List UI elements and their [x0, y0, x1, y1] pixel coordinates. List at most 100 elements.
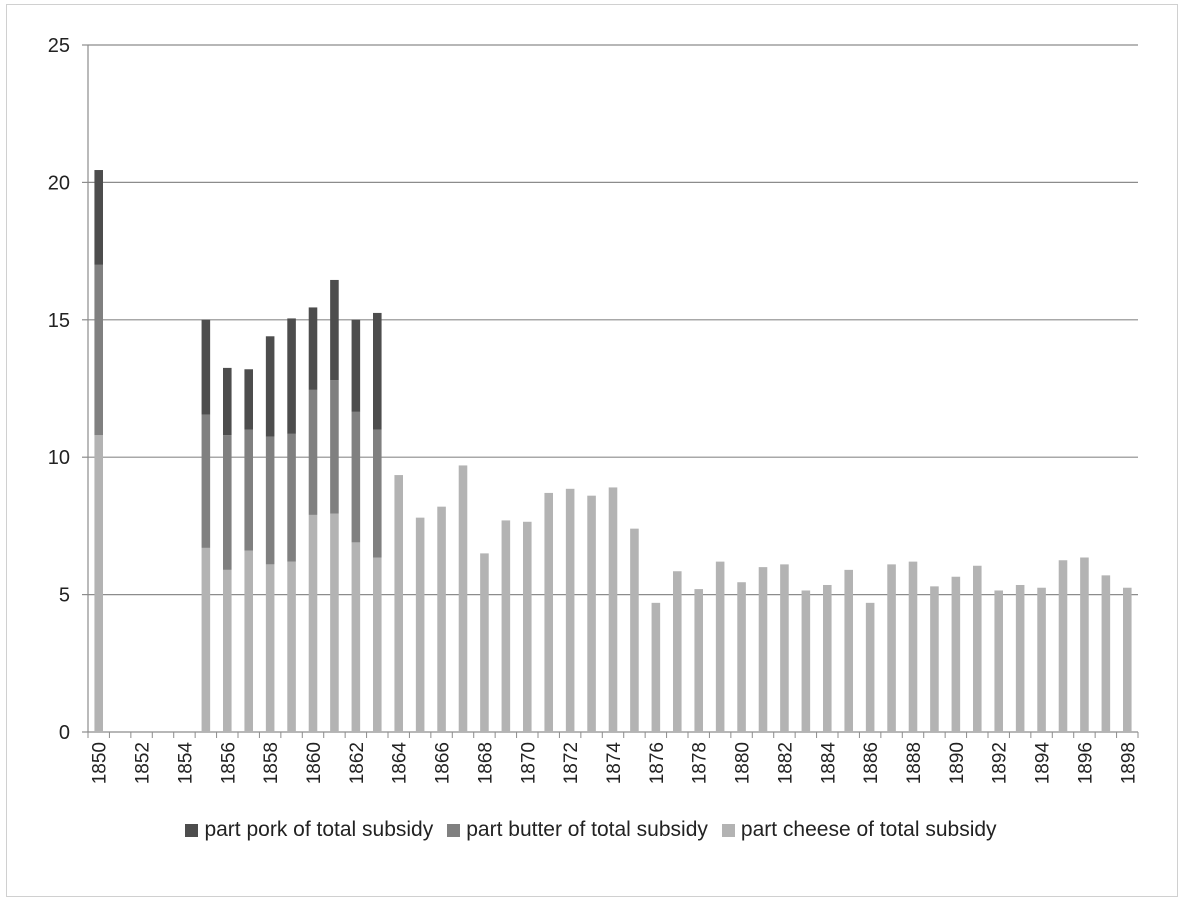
bar-1880-series-0 [737, 582, 746, 732]
x-tick-label-1868: 1868 [475, 742, 496, 784]
legend-item-butter: part butter of total subsidy [447, 818, 708, 842]
x-tick-label-1876: 1876 [647, 742, 668, 784]
x-tick-label-1894: 1894 [1033, 742, 1054, 785]
bar-1859-series-1 [287, 433, 296, 562]
bar-1877-series-0 [673, 571, 682, 732]
bar-1879-series-0 [715, 561, 725, 732]
x-tick-label-1890: 1890 [947, 742, 968, 784]
bar-1858-series-1 [265, 436, 275, 565]
x-tick-label-1864: 1864 [390, 742, 411, 785]
bar-1863-series-0 [373, 557, 382, 732]
bar-1860-series-0 [308, 514, 318, 732]
x-tick-label-1892: 1892 [990, 742, 1011, 784]
bar-1883-series-0 [801, 590, 811, 732]
y-tick-label-20: 20 [48, 172, 70, 194]
bar-1882-series-0 [780, 564, 789, 732]
y-tick-label-10: 10 [48, 447, 70, 469]
bar-1891-series-0 [973, 565, 982, 732]
bar-1850-series-1 [94, 264, 103, 436]
x-tick-label-1862: 1862 [347, 742, 368, 784]
bar-1867-series-0 [458, 465, 468, 732]
bar-1897-series-0 [1101, 575, 1111, 732]
bar-1887-series-0 [887, 564, 896, 732]
bar-1856-series-0 [223, 569, 232, 732]
legend-swatch-butter [447, 823, 461, 837]
bar-1875-series-0 [630, 528, 639, 732]
bar-1884-series-0 [823, 584, 832, 732]
bar-1894-series-0 [1037, 587, 1046, 732]
bar-1857-series-1 [244, 429, 253, 551]
bar-1888-series-0 [908, 561, 918, 732]
chart-legend: part pork of total subsidy part butter o… [0, 818, 1182, 842]
bar-1855-series-0 [201, 547, 211, 732]
legend-swatch-pork [185, 823, 199, 837]
y-tick-label-25: 25 [48, 35, 70, 57]
bar-1861-series-0 [330, 513, 339, 732]
bar-1861-series-2 [330, 279, 339, 381]
bar-1873-series-0 [587, 495, 596, 732]
bar-1859-series-0 [287, 561, 296, 732]
legend-label-pork: part pork of total subsidy [204, 818, 434, 841]
x-tick-label-1882: 1882 [775, 742, 796, 784]
legend-label-cheese: part cheese of total subsidy [740, 818, 997, 841]
bar-1869-series-0 [501, 520, 511, 732]
bar-1861-series-1 [330, 380, 339, 514]
x-tick-label-1860: 1860 [304, 742, 325, 784]
bar-1898-series-0 [1123, 587, 1132, 732]
legend-item-cheese: part cheese of total subsidy [721, 818, 997, 842]
bar-1885-series-0 [844, 569, 853, 732]
y-tick-label-15: 15 [48, 310, 70, 332]
x-tick-label-1874: 1874 [604, 742, 625, 785]
bar-1863-series-1 [373, 429, 382, 558]
x-tick-label-1858: 1858 [261, 742, 282, 784]
bar-1859-series-2 [287, 318, 296, 434]
bar-1881-series-0 [758, 567, 768, 732]
bar-1892-series-0 [994, 590, 1003, 732]
y-tick-label-0: 0 [59, 722, 70, 744]
bar-1855-series-2 [201, 319, 211, 415]
bar-1896-series-0 [1080, 557, 1089, 732]
bar-1863-series-2 [373, 312, 382, 430]
bar-1893-series-0 [1015, 584, 1025, 732]
x-tick-label-1888: 1888 [904, 742, 925, 784]
chart-frame [6, 4, 1178, 897]
bar-1858-series-0 [265, 564, 275, 732]
bar-1860-series-2 [308, 307, 318, 390]
x-tick-label-1850: 1850 [90, 742, 111, 784]
bar-1862-series-2 [351, 319, 361, 412]
bar-1889-series-0 [930, 586, 939, 732]
bar-1886-series-0 [865, 602, 875, 732]
x-tick-label-1852: 1852 [133, 742, 154, 784]
bar-1860-series-1 [308, 389, 318, 515]
bar-1850-series-2 [94, 170, 103, 265]
bar-1868-series-0 [480, 553, 489, 732]
bar-1855-series-1 [201, 414, 211, 548]
x-tick-label-1886: 1886 [861, 742, 882, 784]
x-tick-label-1878: 1878 [690, 742, 711, 784]
bar-1871-series-0 [544, 492, 553, 732]
x-tick-label-1872: 1872 [561, 742, 582, 784]
bar-1866-series-0 [437, 506, 446, 732]
bar-1857-series-2 [244, 369, 253, 430]
x-tick-label-1870: 1870 [518, 742, 539, 784]
bar-1876-series-0 [651, 602, 661, 732]
bar-1874-series-0 [608, 487, 618, 732]
x-tick-label-1884: 1884 [818, 742, 839, 785]
x-tick-label-1898: 1898 [1118, 742, 1139, 784]
bar-1858-series-2 [265, 336, 275, 437]
x-tick-label-1866: 1866 [433, 742, 454, 784]
bar-1862-series-0 [351, 542, 361, 732]
x-tick-label-1856: 1856 [218, 742, 239, 784]
bar-1895-series-0 [1058, 560, 1068, 732]
bar-1862-series-1 [351, 411, 361, 543]
x-tick-label-1880: 1880 [733, 742, 754, 784]
y-tick-label-5: 5 [59, 585, 70, 607]
bar-1864-series-0 [394, 475, 403, 732]
bar-1870-series-0 [523, 521, 532, 732]
legend-swatch-cheese [721, 823, 735, 837]
bar-1850-series-0 [94, 435, 103, 732]
legend-label-butter: part butter of total subsidy [466, 818, 708, 841]
bar-1856-series-2 [223, 367, 232, 436]
bar-1878-series-0 [694, 589, 703, 732]
x-tick-label-1854: 1854 [175, 742, 196, 785]
